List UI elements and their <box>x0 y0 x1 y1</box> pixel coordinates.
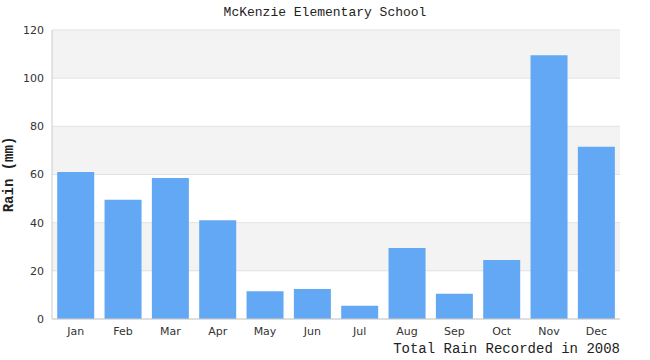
svg-text:60: 60 <box>30 168 44 181</box>
svg-text:120: 120 <box>23 24 44 37</box>
html-text:McKenzie Elementary School: McKenzie Elementary School <box>223 5 427 20</box>
svg-text:Rain (mm): Rain (mm) <box>8 137 17 213</box>
svg-text:May: May <box>254 325 277 338</box>
html-text:Total Rain Recorded in 2008: Total Rain Recorded in 2008 <box>393 341 620 357</box>
svg-text:40: 40 <box>30 217 44 230</box>
svg-text:Aug: Aug <box>396 325 417 338</box>
svg-text:Jun: Jun <box>303 325 321 338</box>
svg-text:100: 100 <box>23 72 44 85</box>
svg-text:Oct: Oct <box>492 325 512 338</box>
svg-text:80: 80 <box>30 120 44 133</box>
svg-text:Feb: Feb <box>113 325 132 338</box>
svg-text:Mar: Mar <box>160 325 181 338</box>
svg-text:20: 20 <box>30 265 44 278</box>
svg-text:Sep: Sep <box>444 325 465 338</box>
svg-text:Nov: Nov <box>538 325 560 338</box>
svg-text:Apr: Apr <box>208 325 228 338</box>
svg-text:Jan: Jan <box>66 325 84 338</box>
svg-text:Dec: Dec <box>586 325 607 338</box>
svg-text:0: 0 <box>37 313 44 326</box>
svg-text:Jul: Jul <box>352 325 366 338</box>
